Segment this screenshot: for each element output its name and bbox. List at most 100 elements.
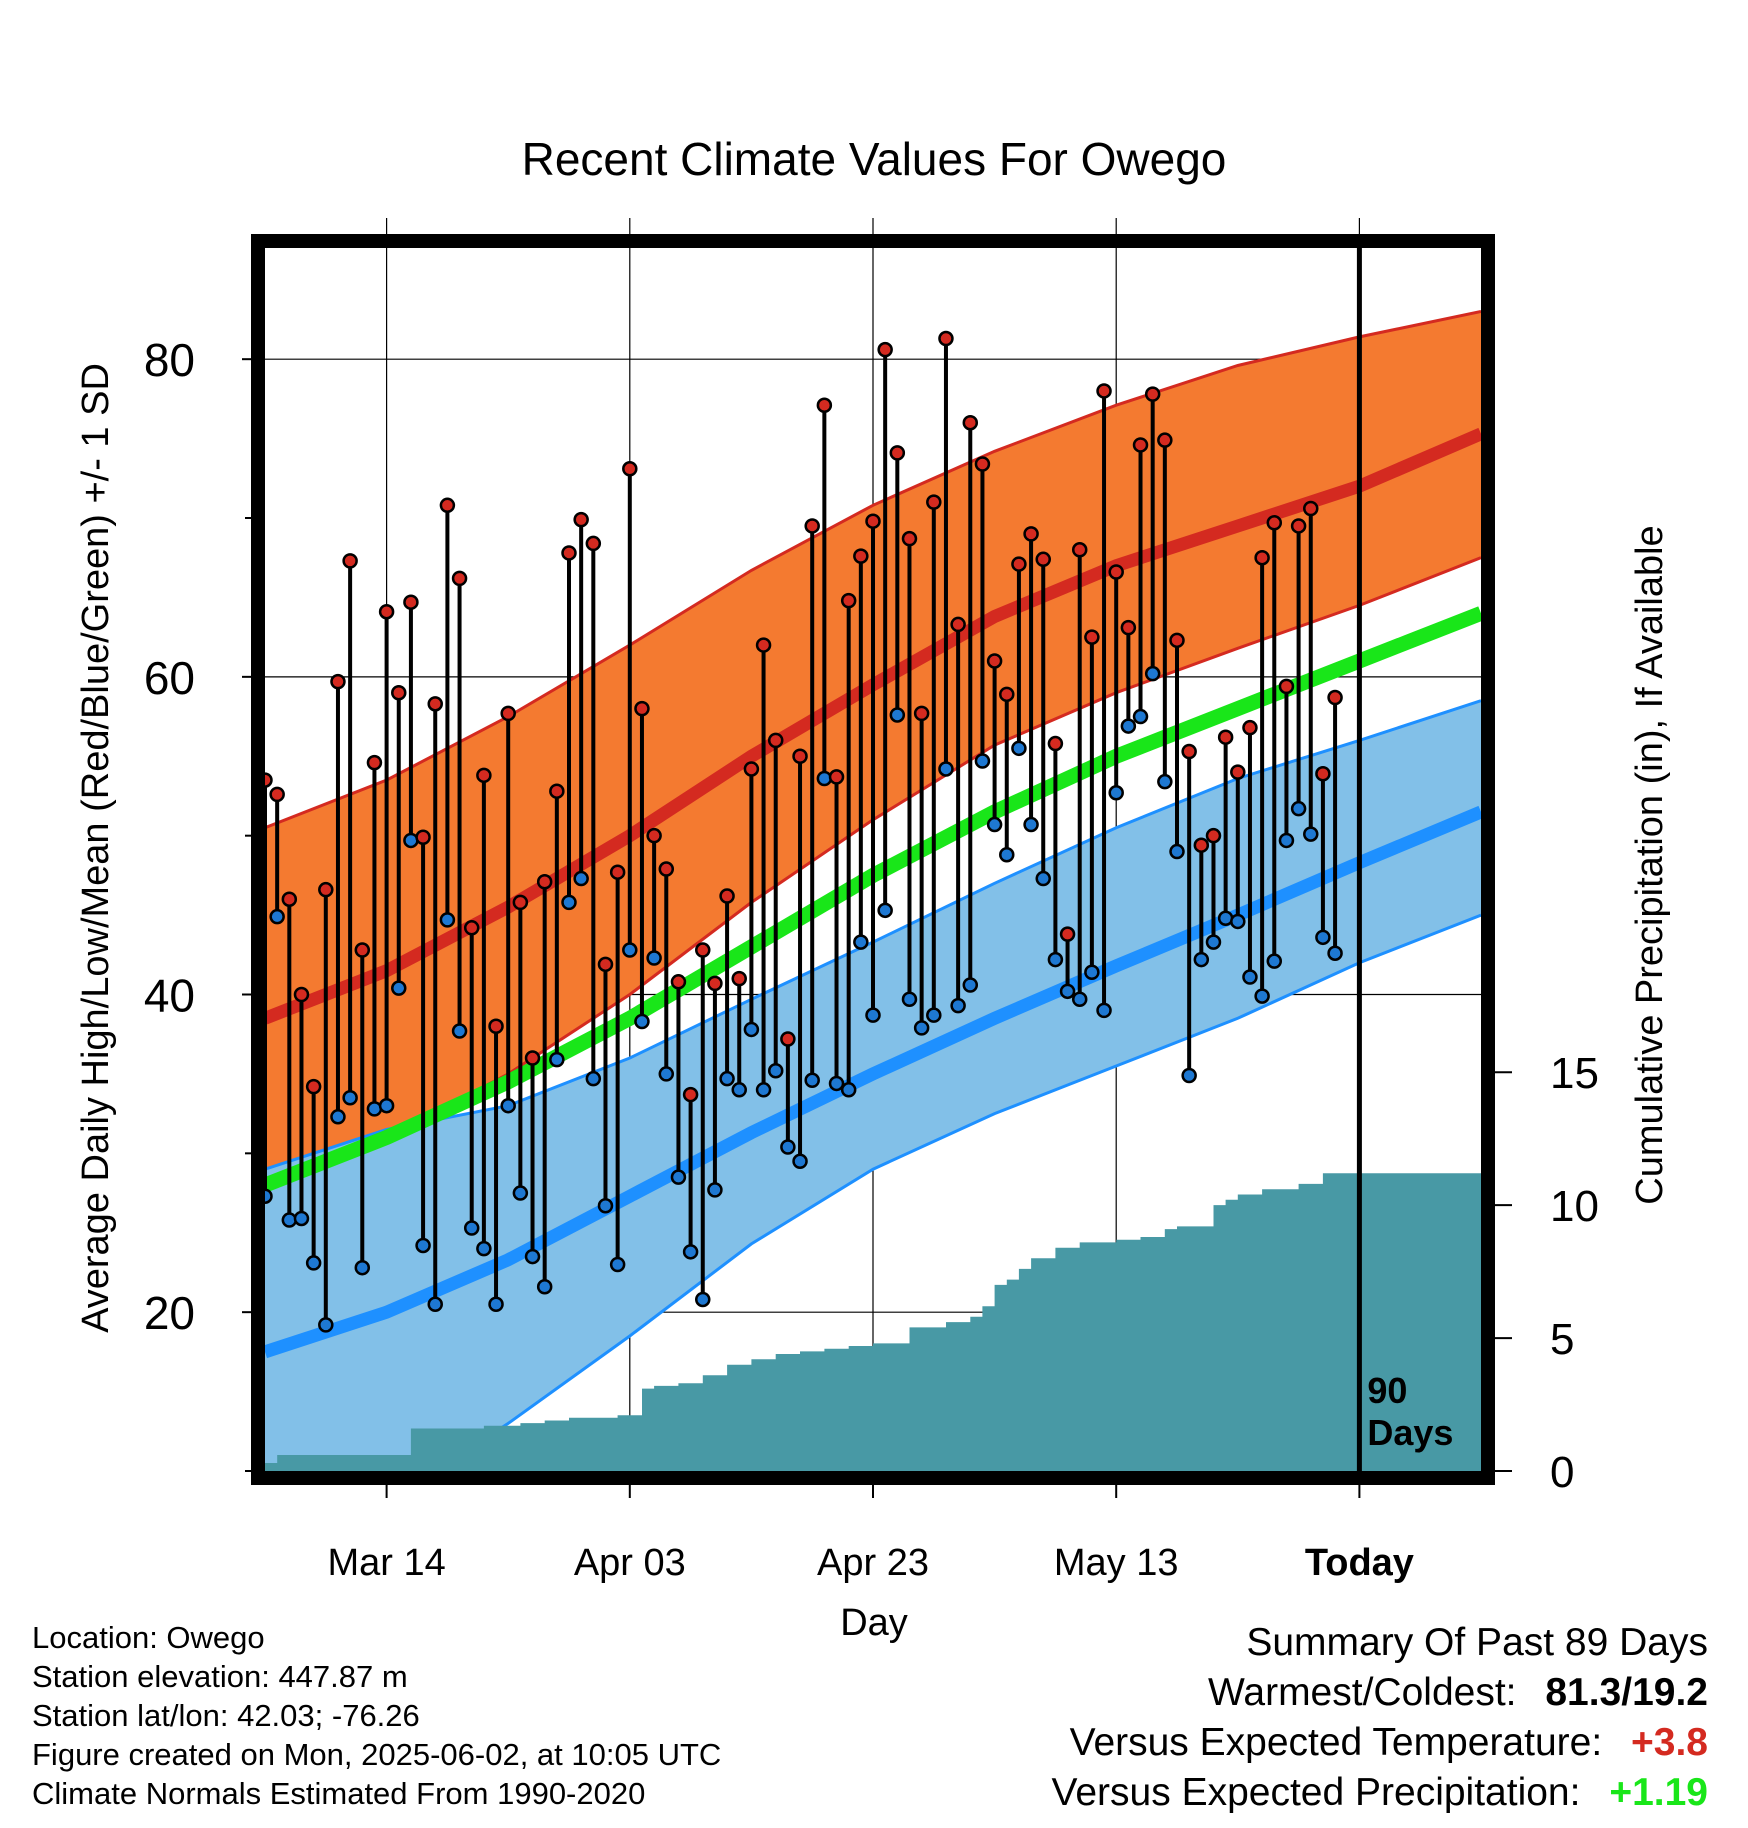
daily-high-point bbox=[950, 616, 966, 633]
daily-low-point bbox=[707, 1182, 723, 1198]
daily-low-point bbox=[622, 942, 638, 958]
daily-low-point bbox=[1230, 913, 1246, 930]
daily-low-point bbox=[1242, 969, 1258, 985]
daily-high-point bbox=[597, 956, 614, 973]
high-upper-edge bbox=[265, 310, 1481, 830]
daily-low-point bbox=[646, 950, 662, 966]
daily-low-point bbox=[816, 770, 833, 787]
daily-high-point bbox=[1278, 678, 1295, 695]
daily-high-point bbox=[938, 330, 954, 347]
daily-low-point bbox=[658, 1066, 675, 1082]
daily-high-point bbox=[378, 603, 395, 620]
daily-high-point bbox=[265, 772, 273, 788]
y2-tick-label: 5 bbox=[1550, 1315, 1574, 1364]
daily-high-point bbox=[828, 769, 845, 785]
daily-high-point bbox=[974, 456, 991, 472]
daily-high-point bbox=[500, 705, 516, 722]
daily-high-point bbox=[853, 548, 869, 564]
daily-low-point bbox=[488, 1296, 504, 1312]
daily-high-point bbox=[561, 545, 577, 561]
daily-low-point bbox=[585, 1070, 602, 1087]
daily-high-point bbox=[536, 873, 553, 890]
daily-low-point bbox=[1023, 816, 1039, 833]
daily-high-point bbox=[1035, 551, 1051, 568]
daily-low-point bbox=[281, 1212, 298, 1228]
info-normals: Climate Normals Estimated From 1990-2020 bbox=[32, 1776, 646, 1811]
x-tick-label: May 13 bbox=[1054, 1542, 1179, 1584]
x-tick-label: Apr 03 bbox=[574, 1542, 686, 1584]
daily-high-point bbox=[1315, 765, 1331, 782]
daily-low-point bbox=[293, 1210, 310, 1227]
daily-high-point bbox=[573, 511, 589, 528]
daily-low-point bbox=[1254, 988, 1270, 1004]
daily-low-point bbox=[330, 1109, 346, 1125]
daily-low-point bbox=[743, 1021, 760, 1038]
daily-high-point bbox=[865, 513, 881, 529]
daily-low-point bbox=[609, 1256, 626, 1273]
daily-high-point bbox=[999, 686, 1015, 703]
daily-low-point bbox=[1059, 983, 1076, 1000]
daily-low-point bbox=[1096, 1002, 1112, 1019]
daily-low-point bbox=[391, 980, 407, 996]
daily-low-point bbox=[755, 1082, 772, 1098]
daily-high-point bbox=[670, 974, 687, 990]
daily-low-point bbox=[828, 1075, 845, 1092]
precip-layer bbox=[265, 1173, 1481, 1471]
daily-high-point bbox=[926, 494, 942, 510]
daily-high-point bbox=[451, 570, 468, 587]
daily-low-point bbox=[500, 1097, 516, 1114]
daily-low-point bbox=[695, 1291, 711, 1308]
daily-low-point bbox=[938, 761, 954, 777]
daily-high-point bbox=[269, 786, 285, 803]
daily-high-point bbox=[1353, 0, 1366, 7]
daily-low-point bbox=[524, 1248, 541, 1265]
daily-low-point bbox=[1169, 843, 1185, 860]
daily-high-point bbox=[1341, 0, 1354, 7]
daily-high-point bbox=[1230, 764, 1246, 780]
y2-tick-label: 15 bbox=[1550, 1049, 1599, 1098]
daily-high-point bbox=[1011, 556, 1027, 572]
daily-high-point bbox=[524, 1050, 541, 1066]
daily-low-point bbox=[1290, 800, 1307, 817]
daily-low-point bbox=[1108, 785, 1124, 801]
daily-low-point bbox=[1181, 1067, 1197, 1084]
daily-high-point bbox=[780, 1031, 796, 1047]
daily-high-point bbox=[293, 986, 310, 1003]
daily-high-point bbox=[415, 829, 431, 846]
y-tick-label: 40 bbox=[144, 970, 195, 1022]
daily-low-point bbox=[926, 1007, 942, 1023]
x-tick-label: Mar 14 bbox=[327, 1542, 445, 1584]
daily-low-point bbox=[913, 1020, 930, 1036]
daily-low-point bbox=[463, 1220, 480, 1236]
summary-panel: Summary Of Past 89 Days Warmest/Coldest:… bbox=[1052, 1618, 1709, 1818]
daily-high-point bbox=[549, 783, 565, 799]
daily-low-point bbox=[305, 1255, 322, 1271]
daily-low-point bbox=[865, 1007, 881, 1023]
daily-high-point bbox=[1193, 837, 1210, 853]
daily-low-point bbox=[439, 912, 456, 928]
daily-low-point bbox=[1084, 964, 1100, 981]
y-tick-label: 80 bbox=[144, 334, 195, 386]
daily-low-point bbox=[1132, 708, 1149, 725]
info-latlon: Station lat/lon: 42.03; -76.26 bbox=[32, 1698, 420, 1733]
daily-high-point bbox=[743, 761, 760, 777]
daily-low-point bbox=[561, 894, 577, 911]
daily-high-point bbox=[1169, 632, 1185, 649]
daily-low-point bbox=[549, 1051, 565, 1068]
daily-high-point bbox=[330, 673, 346, 690]
daily-high-point bbox=[391, 684, 407, 701]
daily-low-point bbox=[634, 1013, 650, 1030]
daily-high-point bbox=[622, 461, 638, 477]
low-sd-band bbox=[265, 700, 1481, 1471]
daily-high-point bbox=[634, 700, 650, 717]
daily-high-point bbox=[792, 748, 808, 765]
daily-low-point bbox=[342, 1089, 358, 1106]
daily-low-point bbox=[1011, 740, 1027, 757]
daily-low-point bbox=[476, 1240, 492, 1257]
precip-value: +1.19 bbox=[1609, 1771, 1708, 1814]
daily-high-point bbox=[1047, 735, 1064, 752]
daily-low-point bbox=[877, 902, 893, 919]
daily-high-point bbox=[1120, 619, 1137, 636]
daily-high-point bbox=[1266, 515, 1283, 531]
temp-label: Versus Expected Temperature: bbox=[1069, 1721, 1603, 1764]
